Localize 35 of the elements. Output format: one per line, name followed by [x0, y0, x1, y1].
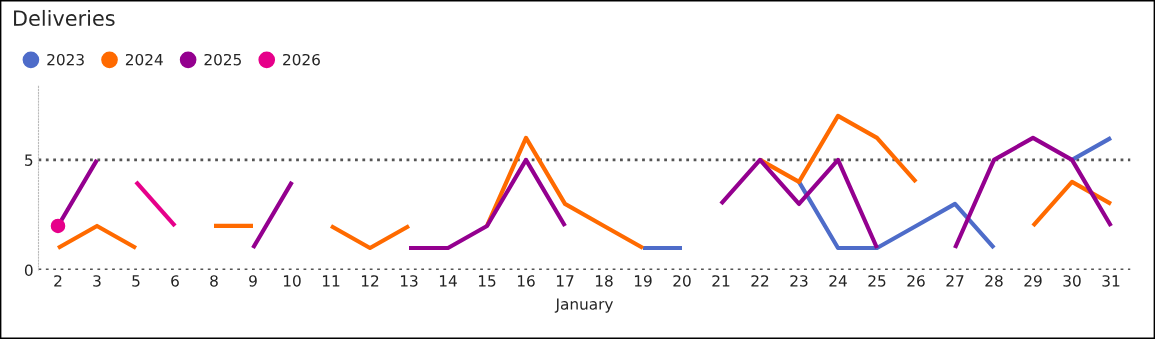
- x-tick-label: 11: [322, 275, 340, 287]
- x-tick-label: 13: [400, 275, 418, 287]
- x-tick-label: 5: [132, 275, 140, 287]
- x-tick-label: 25: [868, 275, 886, 287]
- x-tick-label: 14: [439, 275, 457, 287]
- x-tick-label: 24: [829, 275, 847, 287]
- x-tick-label: 8: [210, 275, 218, 287]
- x-tick-label: 27: [946, 275, 964, 287]
- x-tick-label: 23: [790, 275, 808, 287]
- x-tick-label: 29: [1024, 275, 1042, 287]
- x-tick-label: 19: [634, 275, 652, 287]
- legend-label: 2023: [47, 53, 84, 66]
- x-tick-label: 30: [1063, 275, 1081, 287]
- x-tick-label: 31: [1102, 275, 1120, 287]
- x-tick-label: 3: [93, 275, 101, 287]
- legend-label: 2026: [283, 53, 320, 66]
- x-tick-label: 12: [361, 275, 379, 287]
- legend-label: 2025: [204, 53, 241, 66]
- x-tick-label: 28: [985, 275, 1003, 287]
- x-tick-label: 10: [283, 275, 301, 287]
- x-tick-label: 26: [907, 275, 925, 287]
- x-tick-label: 16: [517, 275, 535, 287]
- x-tick-label: 6: [171, 275, 179, 287]
- x-tick-label: 15: [478, 275, 496, 287]
- y-tick-label: 0: [24, 264, 33, 277]
- legend-label: 2024: [125, 53, 163, 66]
- x-tick-label: 18: [595, 275, 613, 287]
- chart-title: Deliveries: [14, 9, 115, 27]
- x-tick-label: 17: [556, 275, 574, 287]
- x-axis-title: January: [554, 298, 613, 313]
- x-tick-label: 21: [712, 275, 730, 287]
- x-tick-label: 9: [249, 275, 257, 287]
- x-tick-label: 20: [673, 275, 691, 287]
- x-tick-label: 2: [54, 275, 62, 287]
- x-tick-label: 22: [751, 275, 769, 287]
